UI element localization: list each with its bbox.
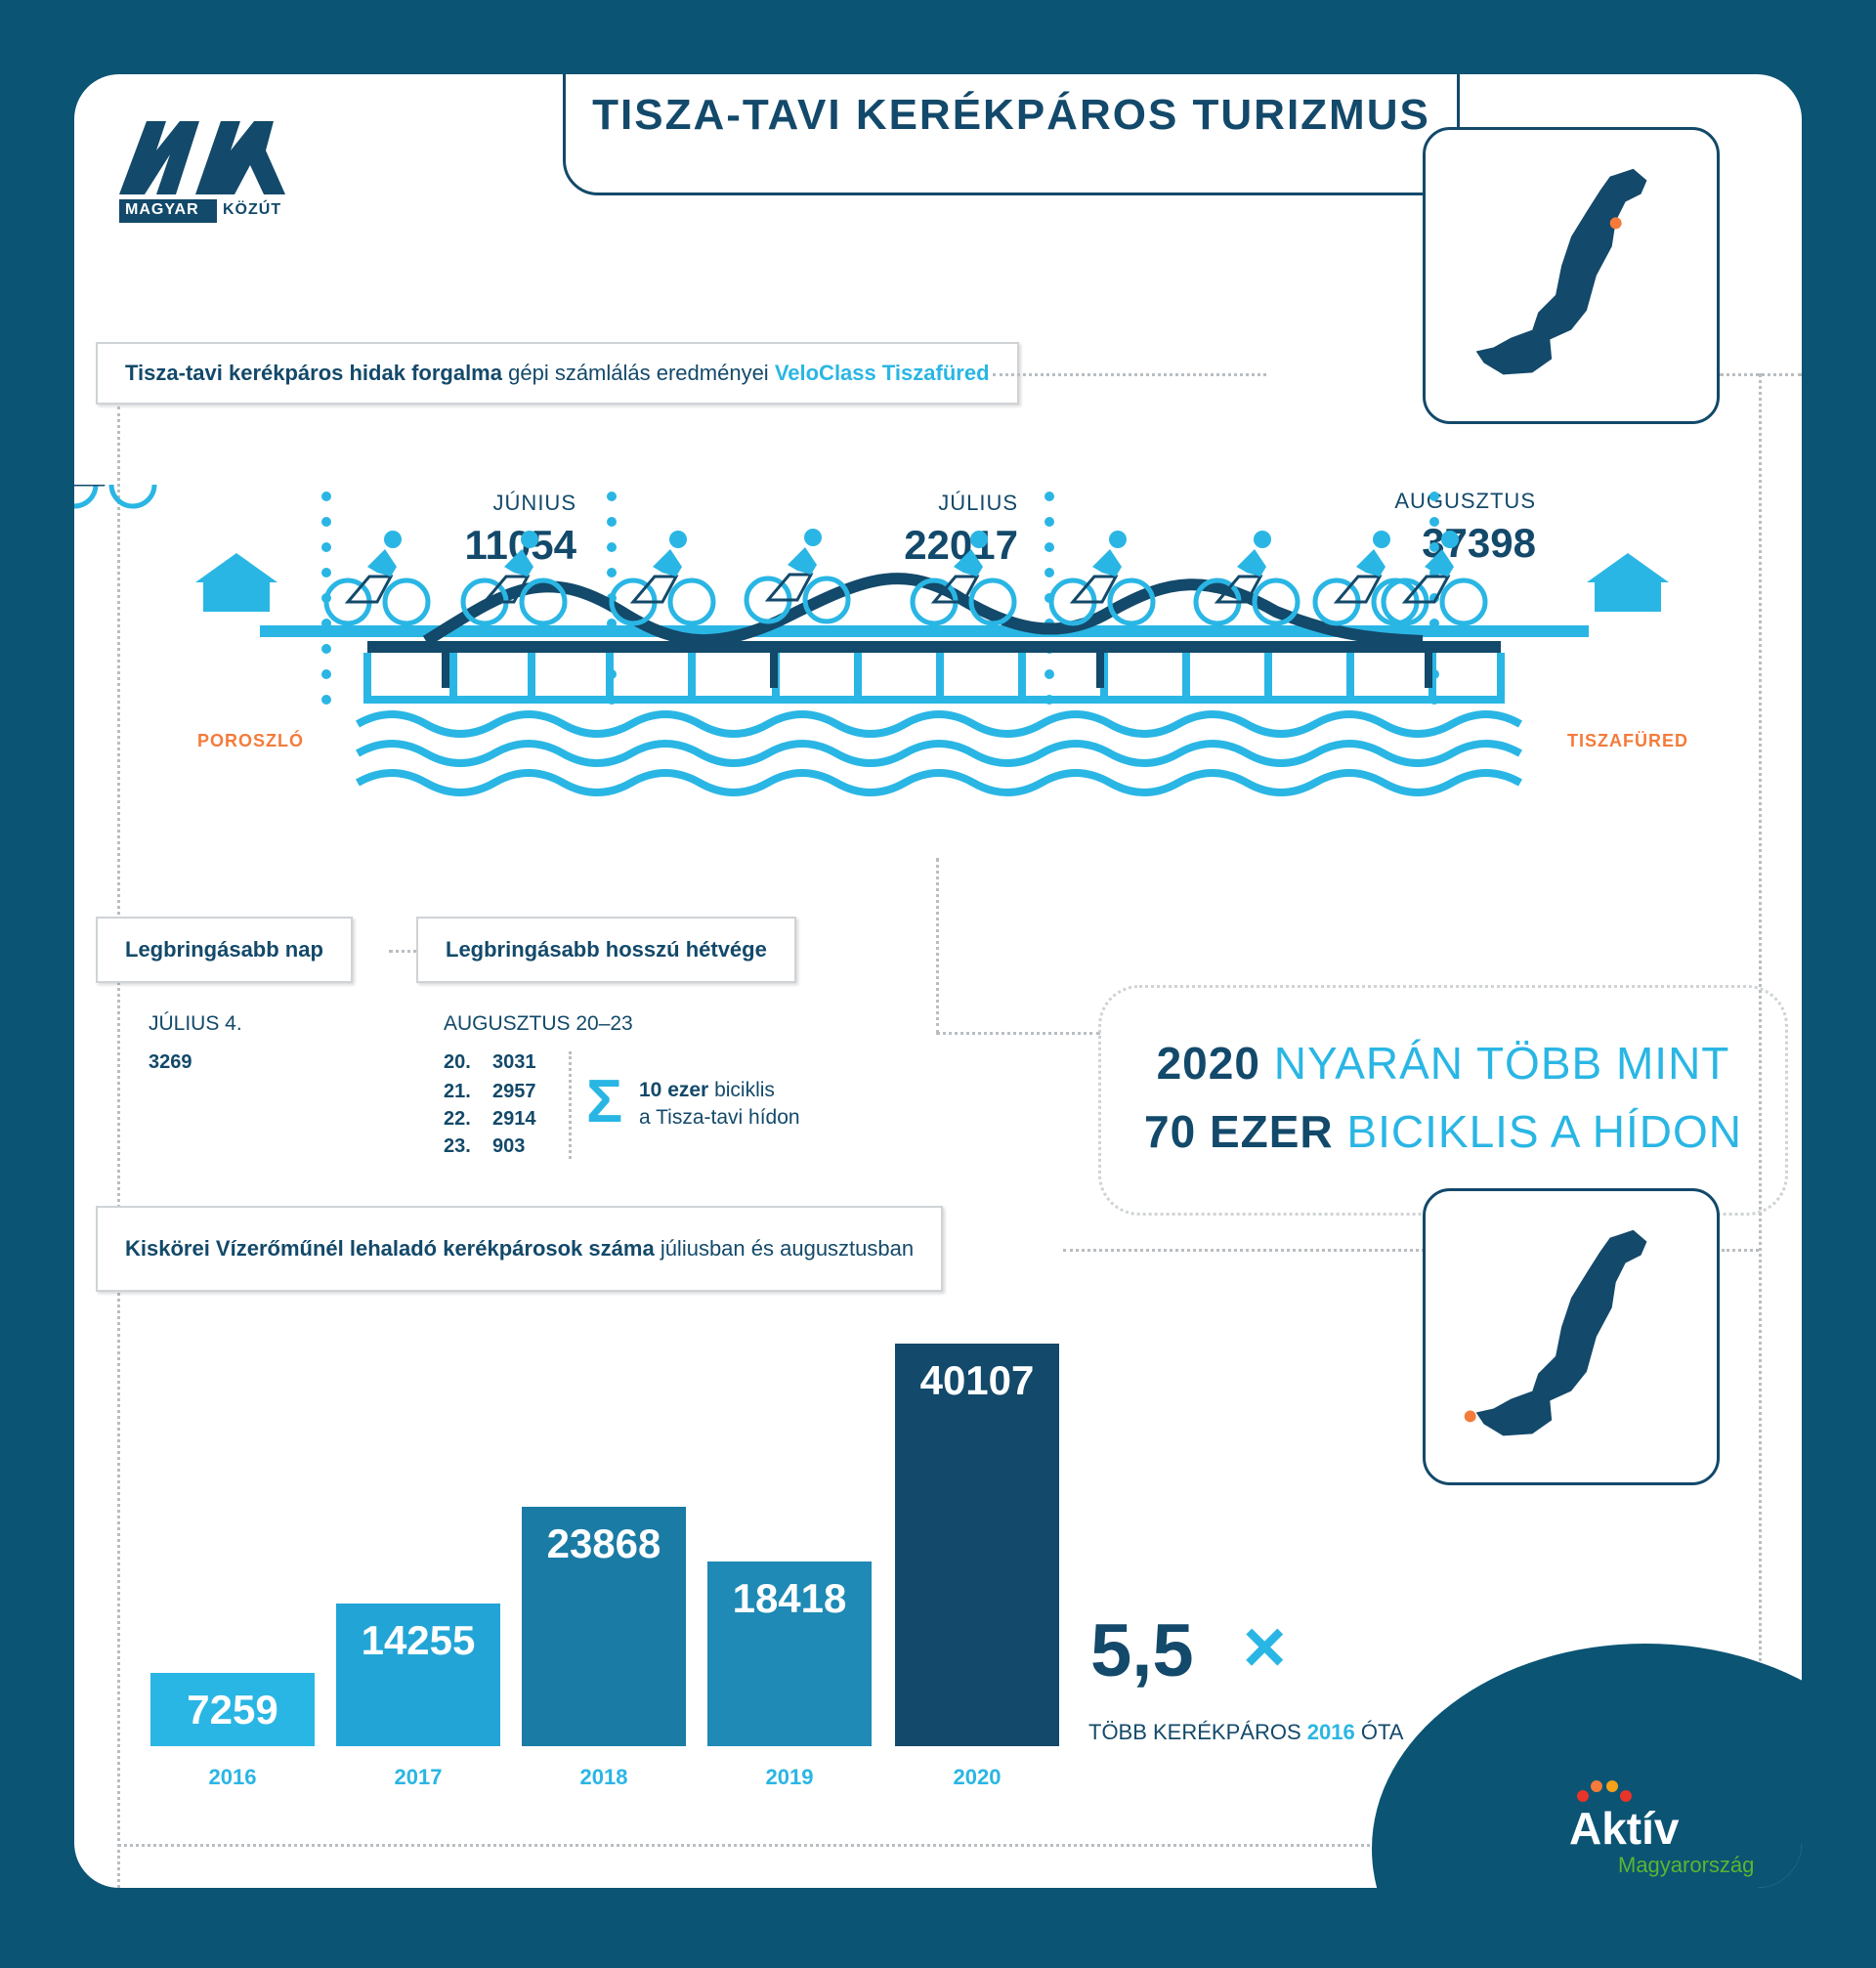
best-day-label: Legbringásabb nap bbox=[96, 917, 353, 983]
summary-line1: 2020 NYARÁN TÖBB MINT bbox=[1156, 1038, 1730, 1089]
town-left: POROSZLÓ bbox=[197, 731, 305, 750]
month-name-july: JÚLIUS bbox=[938, 491, 1018, 515]
multiplier-caption: TÖBB KERÉKPÁROS 2016 ÓTA bbox=[1088, 1720, 1404, 1744]
bridge-header-normal: gépi számlálás eredményei bbox=[508, 361, 769, 385]
bar-label-2020: 40107 bbox=[919, 1357, 1035, 1403]
best-weekend-range: AUGUSZTUS 20–23 bbox=[444, 1012, 633, 1035]
year-label-2016: 2016 bbox=[208, 1765, 257, 1789]
connector-line bbox=[936, 858, 939, 1034]
bar-label-2018: 23868 bbox=[546, 1520, 661, 1566]
weekend-value-23: 903 bbox=[492, 1135, 526, 1157]
bar-label-2016: 7259 bbox=[187, 1687, 278, 1733]
month-name-august: AUGUSZTUS bbox=[1394, 489, 1536, 513]
month-name-june: JÚNIUS bbox=[492, 491, 576, 515]
weekend-value-22: 2914 bbox=[492, 1108, 536, 1130]
kiskore-header: Kiskörei Vízerőműnél lehaladó kerékpáros… bbox=[96, 1206, 944, 1292]
multiplier-value: 5,5 bbox=[1090, 1609, 1194, 1692]
bar-2016: 7259 bbox=[150, 1673, 315, 1746]
connector-line bbox=[1722, 1249, 1759, 1252]
bar-label-2019: 18418 bbox=[732, 1575, 847, 1621]
connector-line bbox=[993, 373, 1266, 376]
bar-2020: 40107 bbox=[895, 1344, 1059, 1746]
map-top bbox=[1423, 127, 1720, 424]
best-weekend-label: Legbringásabb hosszú hétvége bbox=[416, 917, 796, 983]
connector-line bbox=[117, 406, 120, 1888]
best-day-date: JÚLIUS 4. bbox=[149, 1012, 242, 1035]
logo-brand-right: KÖZÚT bbox=[223, 201, 282, 218]
bridge-illustration bbox=[74, 485, 1669, 796]
bar-2019: 18418 bbox=[707, 1562, 872, 1746]
main-panel: MAGYAR KÖZÚT TISZA-TAVI KERÉKPÁROS TURIZ… bbox=[74, 74, 1802, 1888]
town-right: TISZAFÜRED bbox=[1567, 731, 1688, 750]
month-separators bbox=[321, 492, 1439, 705]
sum-divider bbox=[569, 1051, 572, 1159]
connector-line bbox=[389, 950, 424, 953]
weekend-value-20: 3031 bbox=[492, 1051, 536, 1073]
title-box: TISZA-TAVI KERÉKPÁROS TURIZMUS bbox=[563, 74, 1460, 195]
aktiv-logo-title: Aktív bbox=[1569, 1803, 1680, 1854]
logo-brand-left: MAGYAR bbox=[125, 201, 199, 218]
bar-label-2017: 14255 bbox=[361, 1617, 476, 1663]
year-label-2017: 2017 bbox=[394, 1765, 443, 1789]
sum-line2: a Tisza-tavi hídon bbox=[639, 1106, 800, 1129]
best-day-value: 3269 bbox=[149, 1051, 192, 1073]
summary-box: 2020 NYARÁN TÖBB MINT 70 EZER BICIKLIS A… bbox=[1098, 985, 1788, 1216]
bridge-header: Tisza-tavi kerékpáros hidak forgalma gép… bbox=[96, 342, 1019, 405]
map-bottom bbox=[1423, 1188, 1720, 1485]
magyar-kozut-logo bbox=[119, 121, 285, 223]
connector-line bbox=[1063, 1249, 1425, 1252]
summary-line2: 70 EZER BICIKLIS A HÍDON bbox=[1144, 1106, 1742, 1157]
connector-line bbox=[117, 1844, 1401, 1847]
bridge-header-bold: Tisza-tavi kerékpáros hidak forgalma bbox=[125, 361, 502, 385]
weekend-day-21: 21. bbox=[444, 1081, 471, 1102]
weekend-day-20: 20. bbox=[444, 1051, 471, 1073]
page-title: TISZA-TAVI KERÉKPÁROS TURIZMUS bbox=[592, 91, 1430, 139]
bar-2018: 23868 bbox=[522, 1507, 686, 1746]
multiplier-sign: × bbox=[1243, 1605, 1287, 1689]
sum-line1: 10 ezer biciklis bbox=[639, 1079, 775, 1101]
aktiv-logo-subtitle: Magyarország bbox=[1618, 1853, 1755, 1877]
connector-line bbox=[1759, 373, 1762, 1780]
weekend-value-21: 2957 bbox=[492, 1081, 536, 1102]
year-label-2019: 2019 bbox=[765, 1765, 814, 1789]
lake-map-icon bbox=[1464, 1229, 1647, 1436]
weekend-day-23: 23. bbox=[444, 1135, 471, 1157]
sum-icon: Σ bbox=[586, 1068, 623, 1135]
connector-line bbox=[936, 1032, 1100, 1035]
year-label-2018: 2018 bbox=[579, 1765, 628, 1789]
bar-2017: 14255 bbox=[336, 1604, 500, 1746]
lake-map-icon bbox=[1475, 168, 1647, 375]
aktiv-logo-icon bbox=[1577, 1780, 1632, 1802]
bridge-header-accent: VeloClass Tiszafüred bbox=[774, 361, 990, 385]
weekend-day-22: 22. bbox=[444, 1108, 471, 1130]
year-label-2020: 2020 bbox=[953, 1765, 1002, 1789]
